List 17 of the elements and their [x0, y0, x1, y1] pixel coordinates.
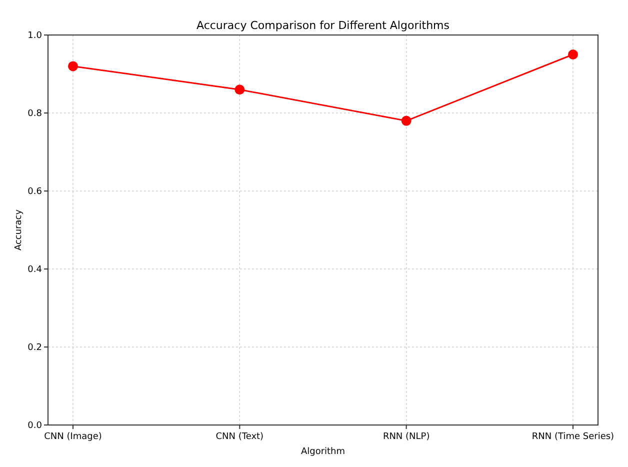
point [68, 61, 78, 72]
x-tick-label: CNN (Text) [216, 432, 264, 442]
x-tick-label: RNN (Time Series) [532, 432, 614, 442]
x-tick-label: CNN (Image) [44, 432, 102, 442]
point [234, 84, 245, 95]
y-tick-label: 0.6 [28, 187, 42, 198]
y-tick-label: 0.2 [28, 343, 42, 354]
y-tick-label: 1.0 [28, 31, 42, 42]
point [568, 50, 578, 60]
y-tick-label: 0.8 [28, 109, 42, 120]
y-tick-label: 0.4 [28, 265, 42, 276]
y-axis-title: Accuracy [14, 208, 24, 251]
y-tick-label: 0.0 [28, 421, 42, 432]
chart-title: Accuracy Comparison for Different Algorithms [196, 19, 450, 32]
point [401, 116, 412, 126]
x-axis-title: Algorithm [300, 447, 346, 457]
x-tick-label: RNN (NLP) [382, 432, 430, 442]
